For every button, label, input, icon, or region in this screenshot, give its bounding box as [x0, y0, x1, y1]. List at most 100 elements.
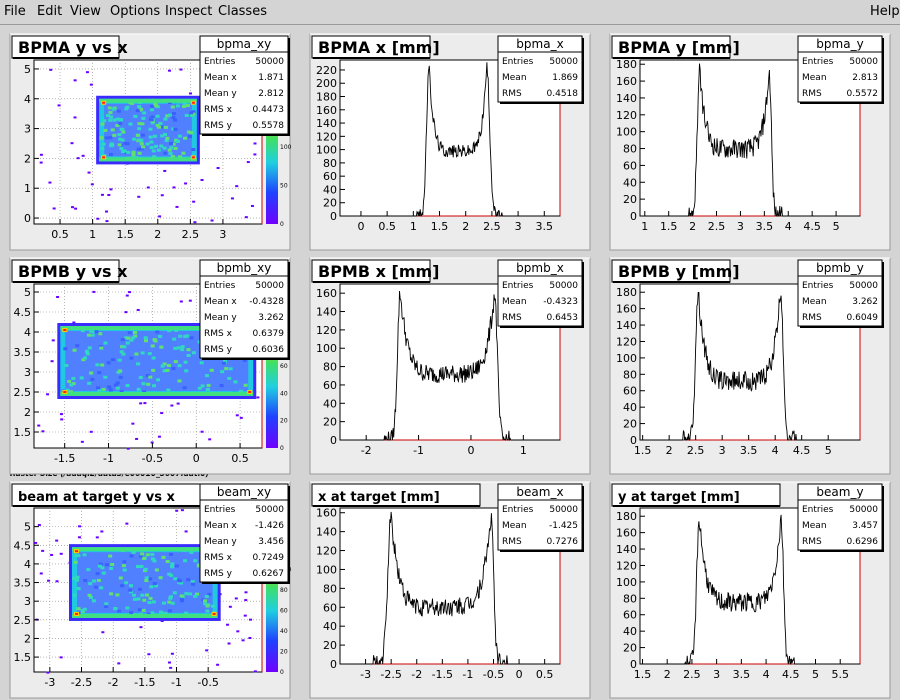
- stats-box[interactable]: bpma_xy Entries 50000 Mean x 1.871 Mean y 2.81…: [199, 35, 290, 136]
- density-bin: [165, 368, 170, 372]
- density-bin: [139, 147, 144, 151]
- menu-file[interactable]: File: [4, 4, 26, 19]
- x-tick-label: 3: [719, 444, 726, 457]
- menu-inspect[interactable]: Inspect: [165, 4, 213, 19]
- density-bin: [183, 136, 188, 140]
- menu-view[interactable]: View: [70, 4, 101, 19]
- density-bin: [206, 383, 211, 387]
- pad-bpma_y[interactable]: 1 1.5 2 2.5 3 3.5 4 4.5 5 0 20 40 60 80 100 120 140 160 18…: [609, 33, 891, 251]
- density-bin: [159, 345, 164, 349]
- density-bin: [163, 117, 168, 121]
- x-tick-label: 2.5: [483, 220, 501, 233]
- stats-box[interactable]: bpmb_xy Entries 50000 Mean x -0.4328 Mean y 3.…: [199, 259, 290, 360]
- stray-bin: [128, 291, 132, 294]
- stats-value: 50000: [255, 57, 284, 67]
- x-tick-label: 3.5: [740, 444, 758, 457]
- stats-box[interactable]: beam_y Entries 50000 Mean 3.457 RMS 0.6296: [797, 483, 884, 552]
- density-bin: [124, 107, 129, 111]
- density-bin: [178, 334, 183, 338]
- pad-beam_y[interactable]: 1.5 2 2.5 3 3.5 4 4.5 5 5.5 0 20 40 60 80 100 120 140 160…: [609, 481, 891, 699]
- density-bin: [125, 105, 130, 109]
- density-bin: [168, 595, 173, 599]
- x-tick-label: 2: [664, 668, 671, 681]
- density-bin: [140, 552, 145, 556]
- density-bin: [119, 390, 124, 394]
- y-tick-label: 40: [323, 183, 337, 196]
- menu-options[interactable]: Options: [110, 4, 161, 19]
- density-bin: [117, 358, 122, 362]
- stats-value: 0.6296: [847, 537, 879, 547]
- pad-bpma_xy[interactable]: 0 50 100 0.5 1 1.5 2 2.5 3 0 1 2 3 4 5 BPMA y vs x bpma_…: [9, 33, 292, 251]
- density-bin: [183, 360, 188, 364]
- density-bin: [171, 111, 176, 115]
- density-bin: [141, 116, 146, 120]
- pad-bpmb_xy[interactable]: 020406080-1.5-1-0.500.51.522.533.544.55B…: [9, 257, 291, 475]
- y-tick-label: 120: [316, 324, 337, 337]
- menu-help[interactable]: Help: [870, 4, 900, 19]
- density-bin: [173, 127, 178, 131]
- stray-bin: [39, 161, 43, 164]
- menu-edit[interactable]: Edit: [37, 4, 63, 19]
- pad-beam_xy[interactable]: 020406080100-3-2.5-2-1.5-1-0.51.522.533.…: [9, 481, 292, 699]
- x-tick-label: 4: [763, 668, 770, 681]
- density-bin: [183, 334, 188, 338]
- density-bin: [227, 376, 232, 380]
- stats-box[interactable]: beam_xy Entries 50000 Mean x -1.426 Mean y 3.4…: [199, 483, 290, 584]
- x-tick-label: -1: [103, 452, 114, 465]
- density-bin: [87, 346, 92, 350]
- y-tick-label: 180: [616, 510, 637, 523]
- density-bin: [118, 137, 123, 141]
- y-tick-label: 120: [616, 109, 637, 122]
- stats-box[interactable]: bpmb_y Entries 50000 Mean 3.262 RMS 0.6049: [797, 259, 884, 328]
- histogram-line: [640, 63, 860, 217]
- stats-box[interactable]: bpmb_x Entries 50000 Mean -0.4323 RMS 0.6453: [497, 259, 584, 328]
- pad-bpmb_y[interactable]: 1.5 2 2.5 3 3.5 4 4.5 5 0 20 40 60 80 100 120 140 160 180…: [609, 257, 891, 475]
- density-bin: [147, 600, 152, 604]
- stats-box[interactable]: beam_x Entries 50000 Mean -1.425 RMS 0.7276: [497, 483, 584, 552]
- stray-bin: [157, 435, 161, 438]
- stats-key: Entries: [204, 281, 236, 291]
- x-tick-label: 0: [357, 220, 364, 233]
- pad-beam_x[interactable]: -3 -2.5 -2 -1.5 -1 -0.5 0 0.5 0 20 40 60 80 100 120 140…: [309, 481, 591, 699]
- density-bin: [155, 114, 160, 118]
- density-bin: [68, 390, 73, 394]
- density-bin: [141, 382, 146, 386]
- y-tick-label: 100: [616, 126, 637, 139]
- x-tick-label: 2: [689, 220, 696, 233]
- x-tick-label: 1.5: [116, 228, 134, 241]
- stats-box[interactable]: bpma_y Entries 50000 Mean 2.813 RMS 0.5572: [797, 35, 884, 104]
- root-canvas[interactable]: Raster Size (/adaql2/data3/e06010_5607.d…: [0, 26, 900, 700]
- stats-box[interactable]: bpma_x Entries 50000 Mean 1.869 RMS 0.4518: [497, 35, 584, 104]
- density-bin: [113, 607, 118, 611]
- density-bin: [197, 386, 202, 390]
- stray-bin: [51, 339, 55, 342]
- density-bin: [177, 364, 182, 368]
- density-bin: [204, 595, 209, 599]
- stray-bin: [228, 605, 232, 608]
- y-tick-label: 180: [616, 58, 637, 71]
- stats-key: Mean: [802, 521, 827, 531]
- density-bin: [131, 151, 136, 155]
- density-bin: [150, 104, 155, 108]
- stray-bin: [80, 440, 84, 443]
- stats-value: 0.6267: [253, 569, 285, 579]
- density-bin: [167, 329, 172, 333]
- stats-name: beam_x: [516, 485, 563, 499]
- y-tick-label: 3.5: [14, 346, 32, 359]
- menu-classes[interactable]: Classes: [218, 4, 267, 19]
- density-bin: [121, 130, 126, 134]
- density-bin: [140, 133, 145, 137]
- y-tick-label: 140: [616, 319, 637, 332]
- density-bin: [164, 139, 169, 143]
- y-tick-label: 20: [323, 416, 337, 429]
- pad-bpma_x[interactable]: 0 0.5 1 1.5 2 2.5 3 3.5020406080100120140160180…: [309, 33, 591, 251]
- y-tick-label: 0: [630, 434, 637, 447]
- palette-label: 0: [280, 221, 284, 228]
- stats-key: Mean: [802, 73, 827, 83]
- stats-name: bpmb_x: [516, 261, 564, 275]
- density-bin: [109, 142, 114, 146]
- stats-value: 50000: [549, 57, 578, 67]
- density-bin: [173, 577, 178, 581]
